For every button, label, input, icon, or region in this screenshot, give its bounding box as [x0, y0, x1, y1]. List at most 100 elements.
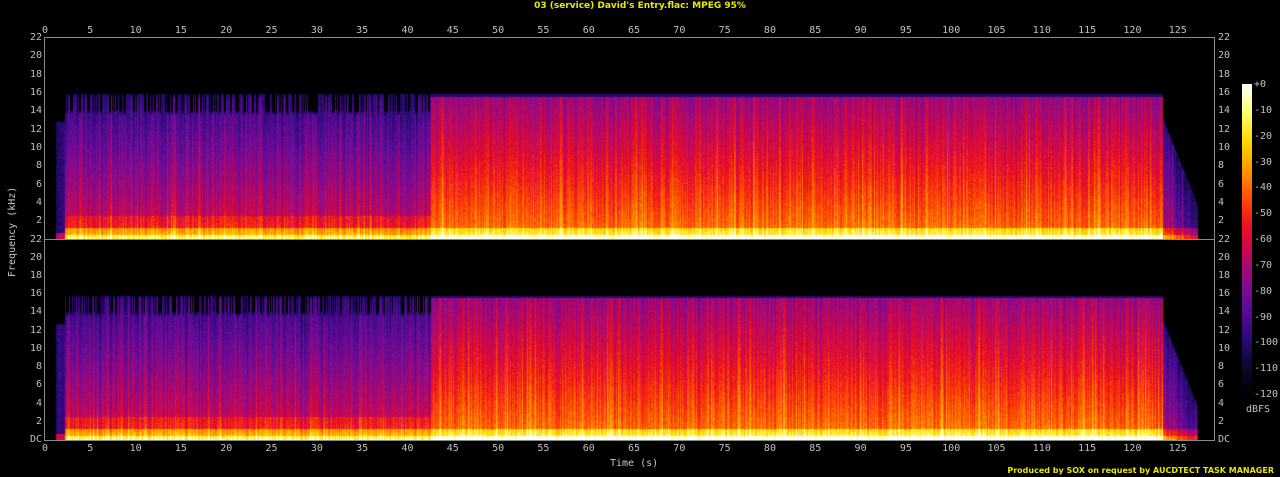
x-tick-label: 105: [987, 25, 1006, 36]
y-axis-label: Frequency (kHz): [7, 186, 18, 277]
y-tick-label: 20: [29, 251, 42, 263]
x-tick-label: 120: [1123, 443, 1142, 454]
x-tick-label: 75: [718, 443, 731, 454]
channel-divider: [44, 239, 1215, 240]
y-tick-label: 6: [1218, 379, 1225, 391]
y-tick-label: DC: [29, 434, 42, 445]
colorbar-tick-label: -120: [1254, 389, 1279, 400]
y-tick-label: DC: [1218, 434, 1231, 445]
y-tick-label: 2: [1218, 215, 1225, 227]
x-tick-label: 85: [809, 25, 822, 36]
x-tick-label: 0: [41, 443, 49, 454]
x-tick-label: 45: [446, 443, 459, 454]
x-tick-label: 60: [582, 25, 595, 36]
x-tick-label: 100: [942, 25, 961, 36]
colorbar-tick-label: -40: [1254, 182, 1273, 194]
x-tick-label: 35: [356, 25, 369, 36]
y-tick-label: 2: [35, 415, 42, 427]
x-tick-label: 5: [87, 443, 94, 454]
y-tick-label: 16: [29, 288, 42, 300]
colorbar-tick-label: -110: [1254, 363, 1279, 375]
y-tick-label: 4: [35, 397, 42, 409]
x-tick-label: 15: [174, 25, 187, 36]
x-tick-label: 60: [582, 443, 595, 454]
y-tick-label: 20: [1218, 251, 1231, 263]
x-tick-label: 110: [1032, 443, 1051, 454]
y-tick-label: 22: [1218, 233, 1231, 245]
x-tick-label: 95: [899, 25, 912, 36]
y-tick-label: 14: [29, 105, 42, 117]
y-tick-label: 10: [29, 342, 42, 354]
colorbar-tick-label: -100: [1254, 337, 1279, 349]
colorbar-tick-label: -30: [1254, 156, 1273, 168]
y-tick-label: 16: [1218, 86, 1231, 98]
x-tick-label: 90: [854, 25, 867, 36]
y-tick-label: 6: [35, 178, 42, 190]
x-tick-label: 10: [129, 443, 142, 454]
y-tick-label: 14: [1218, 105, 1231, 117]
x-tick-label: 50: [492, 443, 505, 454]
x-tick-label: 20: [220, 25, 233, 36]
x-tick-label: 105: [987, 443, 1006, 454]
x-tick-label: 40: [401, 443, 414, 454]
colorbar-tick-label: -90: [1254, 311, 1273, 323]
y-tick-label: 10: [29, 141, 42, 153]
x-tick-label: 55: [537, 25, 550, 36]
x-axis-label: Time (s): [610, 458, 659, 469]
y-tick-label: 2: [1218, 415, 1225, 427]
y-tick-label: 10: [1218, 141, 1231, 153]
y-tick-label: 16: [1218, 288, 1231, 300]
y-tick-label: 18: [29, 269, 42, 281]
y-tick-label: 22: [1218, 32, 1231, 43]
y-tick-label: 18: [1218, 269, 1231, 281]
x-tick-label: 40: [401, 25, 414, 36]
colorbar-tick-label: -80: [1254, 285, 1273, 297]
y-tick-label: 14: [29, 306, 42, 318]
spectrogram-channel-left: [45, 38, 1214, 239]
y-tick-label: 18: [1218, 68, 1231, 80]
y-tick-label: 20: [29, 50, 42, 62]
x-tick-label: 10: [129, 25, 142, 36]
y-tick-label: 20: [1218, 50, 1231, 62]
x-tick-label: 110: [1032, 25, 1051, 36]
x-tick-label: 125: [1168, 443, 1187, 454]
colorbar-tick-label: -20: [1254, 130, 1273, 142]
chart-title: 03 (service) David's Entry.flac: MPEG 95…: [534, 1, 746, 11]
y-tick-label: 12: [29, 324, 42, 336]
y-tick-label: 6: [35, 379, 42, 391]
y-tick-label: 12: [1218, 123, 1231, 135]
x-tick-label: 0: [41, 25, 49, 36]
y-tick-label: 8: [35, 160, 42, 172]
colorbar-tick-label: -10: [1254, 104, 1273, 116]
x-tick-label: 75: [718, 25, 731, 36]
y-tick-label: 2: [35, 215, 42, 227]
x-tick-label: 30: [310, 443, 323, 454]
x-tick-label: 5: [87, 25, 94, 36]
colorbar-tick-label: -70: [1254, 259, 1273, 271]
y-tick-label: 22: [29, 233, 42, 245]
y-tick-label: 16: [29, 86, 42, 98]
colorbar-label: dBFS: [1246, 404, 1271, 415]
x-tick-label: 115: [1078, 443, 1097, 454]
spectrogram-channel-right: [45, 240, 1214, 440]
x-tick-label: 70: [673, 443, 686, 454]
colorbar-tick-label: -60: [1254, 234, 1273, 245]
x-tick-label: 100: [942, 443, 961, 454]
x-tick-label: 55: [537, 443, 550, 454]
x-tick-label: 80: [763, 25, 776, 36]
x-tick-label: 115: [1078, 25, 1097, 36]
x-tick-label: 30: [310, 25, 323, 36]
x-tick-label: 20: [220, 443, 233, 454]
y-tick-label: 4: [1218, 196, 1225, 208]
x-tick-label: 35: [356, 443, 369, 454]
y-tick-label: 22: [29, 32, 42, 43]
y-tick-label: 10: [1218, 342, 1231, 354]
x-tick-label: 25: [265, 443, 278, 454]
y-tick-label: 12: [1218, 324, 1231, 336]
x-tick-label: 95: [899, 443, 912, 454]
y-tick-label: 6: [1218, 178, 1225, 190]
x-tick-label: 15: [174, 443, 187, 454]
credit-text: Produced by SOX on request by AUCDTECT T…: [1007, 466, 1274, 475]
x-tick-label: 90: [854, 443, 867, 454]
y-tick-label: 8: [1218, 160, 1225, 172]
